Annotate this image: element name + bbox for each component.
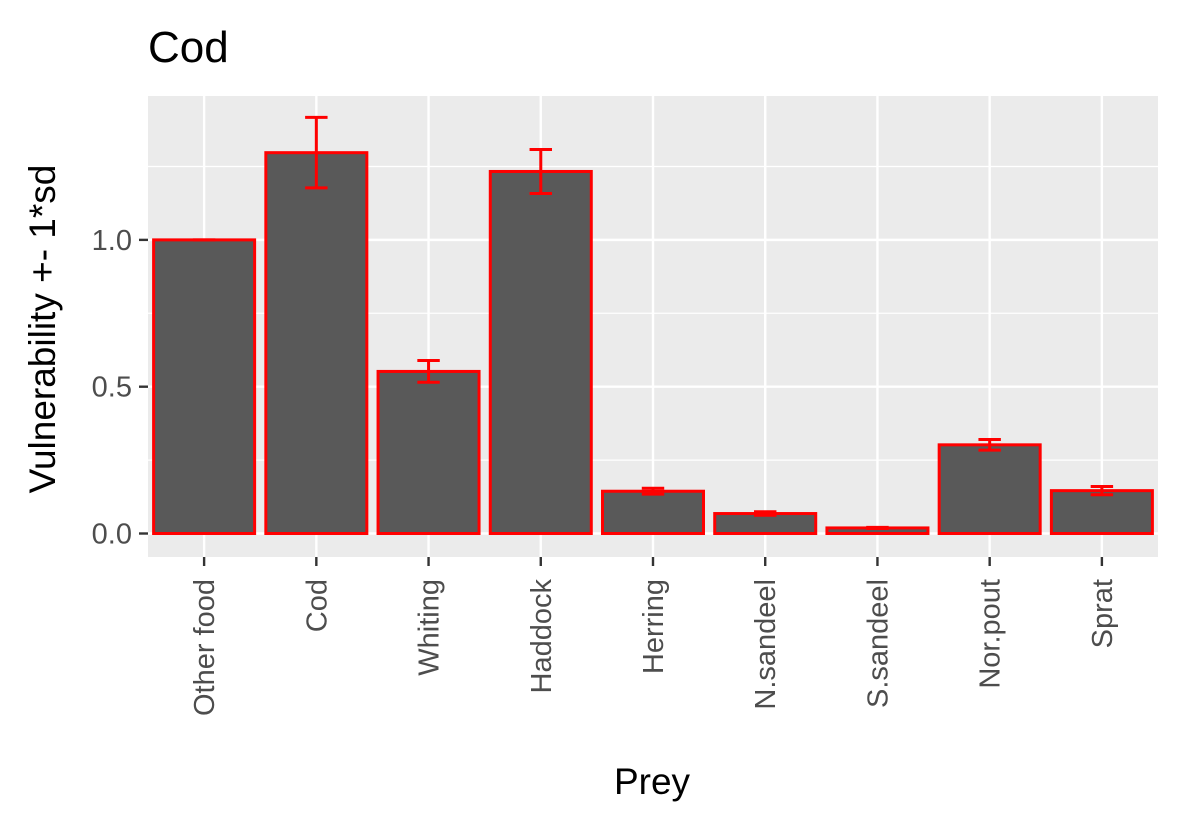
- x-tick-label: Haddock: [526, 579, 558, 694]
- y-axis: 0.0 0.5 1.0: [92, 225, 148, 551]
- y-tick-label: 1.0: [92, 225, 132, 257]
- y-tick-label: 0.0: [92, 519, 132, 551]
- x-tick-label: Other food: [189, 579, 221, 716]
- x-axis-title: Prey: [614, 761, 691, 802]
- x-tick-label: Nor.pout: [975, 579, 1007, 689]
- y-tick-label: 0.5: [92, 372, 132, 404]
- x-tick-label: S.sandeel: [862, 579, 894, 708]
- bar-other-food: [154, 240, 255, 534]
- bar-herring: [603, 491, 704, 533]
- x-axis: Other food Cod Whiting Haddock Herring N.sand…: [189, 557, 1119, 716]
- x-tick-label: Herring: [638, 579, 670, 674]
- bar-haddock: [490, 171, 591, 533]
- y-axis-title: Vulnerability +- 1*sd: [22, 165, 63, 494]
- x-tick-label: Cod: [301, 579, 333, 632]
- error-bar: [866, 527, 888, 528]
- bar-nor-pout: [939, 445, 1040, 534]
- x-tick-label: Whiting: [414, 579, 446, 676]
- bar-whiting: [378, 371, 479, 533]
- x-tick-label: Sprat: [1087, 579, 1119, 648]
- bar-cod: [266, 153, 367, 534]
- chart-title: Cod: [148, 23, 229, 72]
- bar-sprat: [1051, 491, 1152, 534]
- x-tick-label: N.sandeel: [750, 579, 782, 710]
